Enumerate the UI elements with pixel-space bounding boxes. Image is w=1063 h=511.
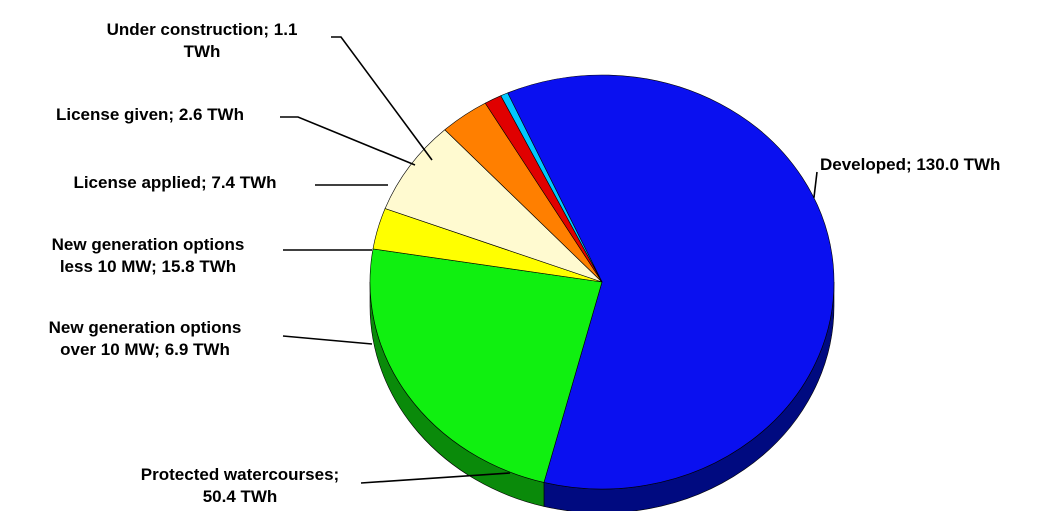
leader-developed	[813, 171, 818, 198]
slice-protected-watercourses	[369, 248, 603, 483]
label-line: License applied; 7.4 TWh	[73, 173, 276, 192]
leader-license-given	[280, 116, 416, 166]
leader-protected-watercourses	[360, 472, 511, 484]
leader-lines	[280, 36, 818, 484]
label-line: less 10 MW; 15.8 TWh	[60, 257, 236, 276]
label-line: TWh	[184, 42, 221, 61]
label-license-applied: License applied; 7.4 TWh	[73, 173, 276, 192]
label-line: New generation options	[52, 235, 245, 254]
label-line: Under construction; 1.1	[107, 20, 298, 39]
label-license-given: License given; 2.6 TWh	[56, 105, 244, 124]
leader-under-construction	[331, 36, 433, 161]
label-new-generation-options-less-10-mw: New generation options less 10 MW; 15.8 T…	[52, 235, 245, 276]
label-new-generation-options-over-10-mw: New generation options over 10 MW; 6.9 TW…	[49, 318, 242, 359]
slice-developed	[507, 74, 835, 490]
pie-slices	[369, 74, 835, 490]
label-line: License given; 2.6 TWh	[56, 105, 244, 124]
slice-under-construction	[500, 92, 603, 283]
slice-new-generation-options-less-10-mw	[384, 129, 603, 283]
label-line: Protected watercourses;	[141, 465, 339, 484]
label-line: 50.4 TWh	[203, 487, 278, 506]
label-line: Developed; 130.0 TWh	[820, 155, 1000, 174]
label-developed: Developed; 130.0 TWh	[820, 155, 1000, 174]
label-protected-watercourses: Protected watercourses; 50.4 TWh	[141, 465, 339, 506]
label-line: New generation options	[49, 318, 242, 337]
leader-new-generation-options-over-10-mw	[282, 335, 373, 345]
label-under-construction: Under construction; 1.1 TWh	[107, 20, 298, 61]
slice-labels: Developed; 130.0 TWh Protected watercours…	[49, 20, 1001, 506]
label-line: over 10 MW; 6.9 TWh	[60, 340, 230, 359]
